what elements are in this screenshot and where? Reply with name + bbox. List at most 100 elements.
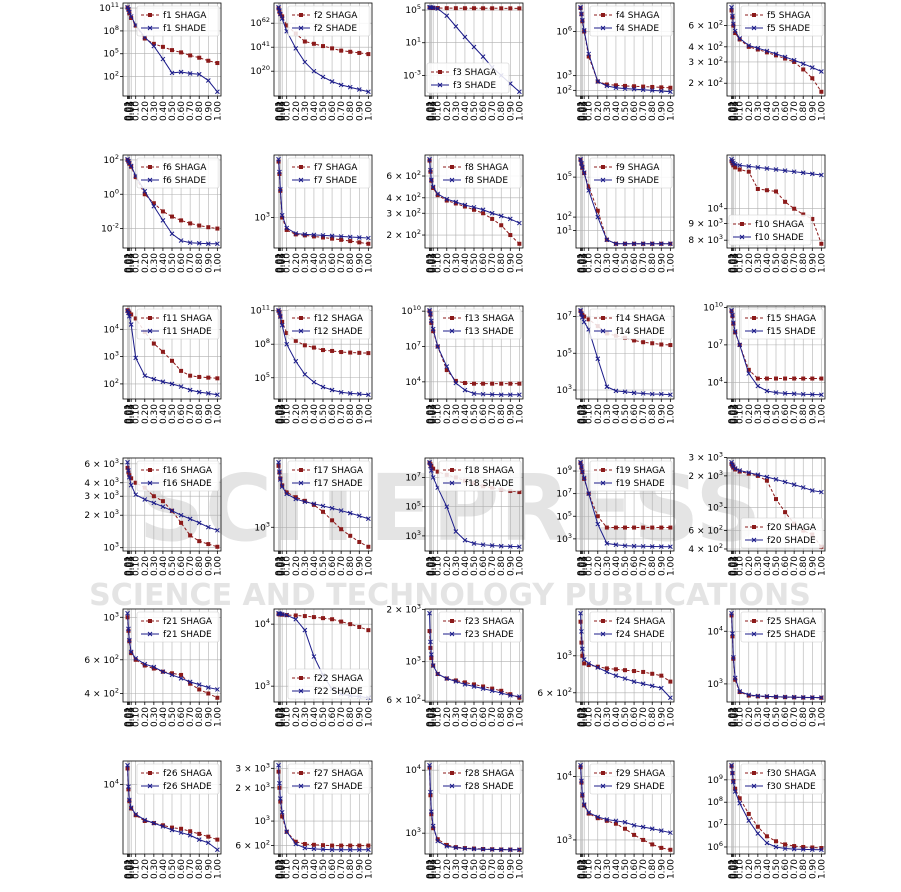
data-point-shaga xyxy=(472,682,476,687)
data-point-shaga xyxy=(179,50,184,55)
data-point-shade xyxy=(205,840,211,846)
series-line-shade xyxy=(580,765,671,834)
xtick-label: 0.80 xyxy=(799,556,809,576)
data-point-shaga xyxy=(215,837,220,842)
legend: f3 SHAGA f3 SHADE xyxy=(426,62,510,94)
ytick-label-3: 2 × 103 xyxy=(688,469,723,482)
data-point-shade xyxy=(809,488,815,493)
data-point-shaga xyxy=(366,52,371,57)
data-point-shaga xyxy=(517,381,522,386)
data-point-shaga xyxy=(179,368,184,373)
ytick-label-0: 101 xyxy=(556,223,572,236)
data-point-shade xyxy=(658,685,664,691)
xtick-label: 0.90 xyxy=(808,556,818,576)
data-point-shade xyxy=(279,484,285,490)
ytick-label-0: 102 xyxy=(556,83,572,96)
data-point-shade xyxy=(809,171,815,177)
xtick-label: 0.05 xyxy=(580,859,590,879)
xtick-label: 0.40 xyxy=(159,101,169,121)
data-point-shade xyxy=(196,240,202,246)
xtick-label: 0.60 xyxy=(781,404,791,424)
data-point-shade xyxy=(604,237,610,243)
xtick-label: 0.10 xyxy=(132,404,142,424)
xtick-label: 0.80 xyxy=(799,253,809,273)
legend-label-shade: f2 SHADE xyxy=(314,24,357,34)
ytick-label-3: 109 xyxy=(707,773,723,786)
data-point-shade xyxy=(133,355,139,361)
xtick-label: 0.90 xyxy=(204,253,214,273)
xtick-label: 0.20 xyxy=(141,253,151,273)
data-point-shade xyxy=(764,388,770,394)
data-point-shaga xyxy=(160,823,165,828)
xtick-label: 0.80 xyxy=(799,404,809,424)
xtick-label: 0.02 xyxy=(577,556,587,576)
xtick-label: 1.00 xyxy=(515,556,525,576)
data-point-shade xyxy=(581,657,587,662)
xtick-label: 0.90 xyxy=(506,859,516,879)
xtick-label: 0.60 xyxy=(328,707,338,727)
xtick-label: 0.10 xyxy=(132,253,142,273)
data-point-shaga xyxy=(462,204,467,209)
data-point-shade xyxy=(579,311,584,317)
legend-label-shaga: f9 SHAGA xyxy=(616,163,660,173)
xtick-label: 0.01 xyxy=(124,859,134,879)
data-point-shade xyxy=(622,389,628,395)
data-point-shade xyxy=(729,459,734,465)
data-point-shaga xyxy=(472,6,476,11)
ytick-label-0: 2 × 102 xyxy=(386,228,421,241)
xtick-label: 0.20 xyxy=(292,859,302,879)
data-point-shaga xyxy=(125,465,130,470)
data-point-shade xyxy=(668,392,673,398)
data-point-shade xyxy=(347,510,353,516)
data-point-shade xyxy=(729,610,734,616)
xtick-label: 0.01 xyxy=(426,253,436,273)
data-point-shade xyxy=(649,391,655,397)
data-point-shade xyxy=(819,847,824,853)
xtick-label: 1.00 xyxy=(515,101,525,121)
legend-label-shade: f21 SHADE xyxy=(163,630,212,640)
xtick-label: 0.02 xyxy=(426,556,436,576)
xtick-label: 0.10 xyxy=(434,707,444,727)
xtick-label: 0.50 xyxy=(772,253,782,273)
data-point-shade xyxy=(366,392,371,398)
xtick-label: 0.30 xyxy=(301,859,311,879)
data-point-shade xyxy=(755,472,761,478)
data-point-shaga xyxy=(427,629,432,634)
xtick-label: 0.20 xyxy=(141,101,151,121)
ytick-label-0: 105 xyxy=(254,371,270,384)
data-point-shaga xyxy=(284,227,289,232)
xtick-label: 0.70 xyxy=(639,707,649,727)
data-point-shade xyxy=(311,846,317,852)
data-point-shade xyxy=(604,669,610,675)
data-point-shade xyxy=(125,610,130,616)
xtick-label: 0.10 xyxy=(434,101,444,121)
ytick-label-1: 104 xyxy=(556,769,572,782)
xtick-label: 1.00 xyxy=(817,253,827,273)
ytick-label-2: 4 × 102 xyxy=(386,191,421,204)
data-point-shade xyxy=(178,384,184,389)
xtick-label: 0.02 xyxy=(275,707,285,727)
data-point-shaga xyxy=(215,61,220,66)
ytick-label-0: 104 xyxy=(405,375,421,388)
xtick-label: 0.30 xyxy=(301,404,311,424)
data-point-shaga xyxy=(481,6,486,11)
xtick-label: 0.02 xyxy=(124,707,134,727)
data-point-shaga xyxy=(366,351,371,356)
ytick-label-0: 104 xyxy=(103,777,119,790)
data-point-shade xyxy=(791,57,797,63)
xtick-label: 0.01 xyxy=(577,101,587,121)
data-point-shade xyxy=(196,682,202,687)
xtick-label: 0.01 xyxy=(577,859,587,879)
data-point-shade xyxy=(755,45,761,51)
chart-f8: 2 × 102 3 × 102 4 × 102 6 × 102 0.010.020.03… xyxy=(386,154,525,273)
data-point-shade xyxy=(187,71,193,76)
ytick-label-1: 104 xyxy=(254,617,270,630)
data-point-shade xyxy=(613,85,619,91)
xtick-label: 0.60 xyxy=(479,101,489,121)
xtick-label: 0.60 xyxy=(328,859,338,879)
data-point-shaga xyxy=(499,223,504,228)
data-point-shaga xyxy=(632,669,637,674)
data-point-shade xyxy=(622,819,628,825)
xtick-label: 0.80 xyxy=(346,859,356,879)
data-point-shade xyxy=(430,475,436,480)
